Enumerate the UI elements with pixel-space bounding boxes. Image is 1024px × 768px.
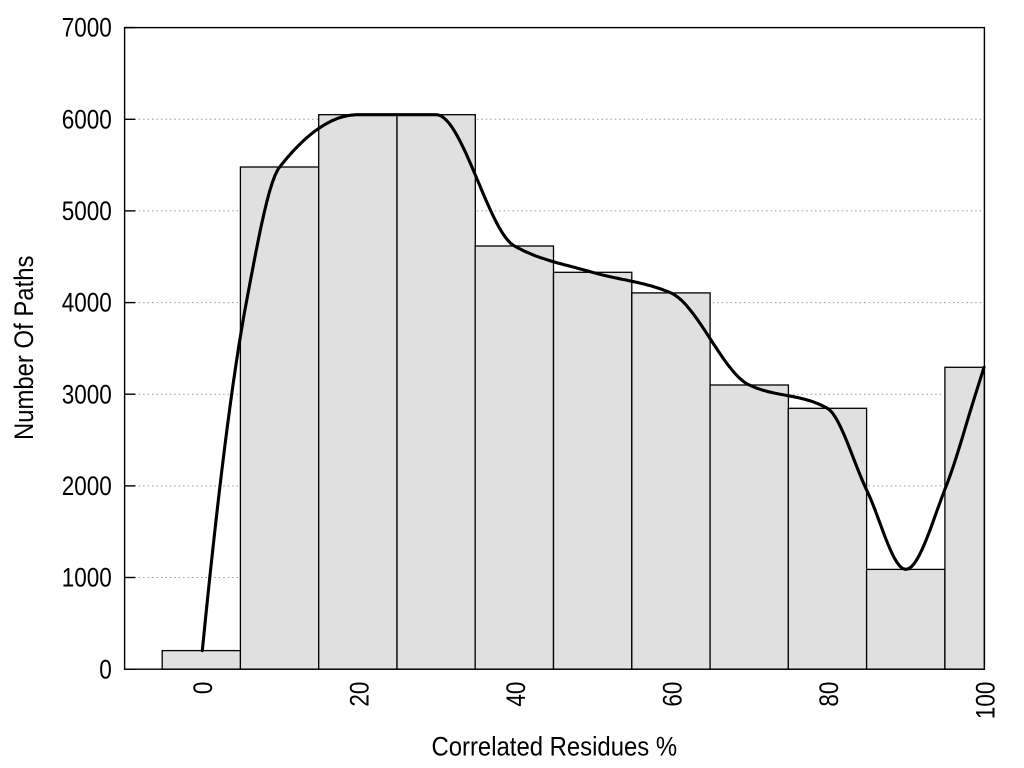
svg-text:40: 40 xyxy=(502,682,531,707)
svg-text:0: 0 xyxy=(189,682,218,695)
svg-text:6000: 6000 xyxy=(62,106,112,135)
svg-text:0: 0 xyxy=(99,656,112,685)
svg-text:Correlated Residues %: Correlated Residues % xyxy=(431,732,677,762)
svg-text:3000: 3000 xyxy=(62,381,112,410)
svg-text:5000: 5000 xyxy=(62,197,112,226)
svg-text:2000: 2000 xyxy=(62,472,112,501)
svg-text:4000: 4000 xyxy=(62,289,112,318)
svg-text:7000: 7000 xyxy=(62,14,112,43)
svg-text:1000: 1000 xyxy=(62,564,112,593)
svg-text:80: 80 xyxy=(815,682,844,707)
svg-text:60: 60 xyxy=(659,682,688,707)
svg-text:Number Of Paths: Number Of Paths xyxy=(10,256,40,441)
svg-text:20: 20 xyxy=(346,682,375,707)
svg-text:100: 100 xyxy=(972,682,1001,720)
